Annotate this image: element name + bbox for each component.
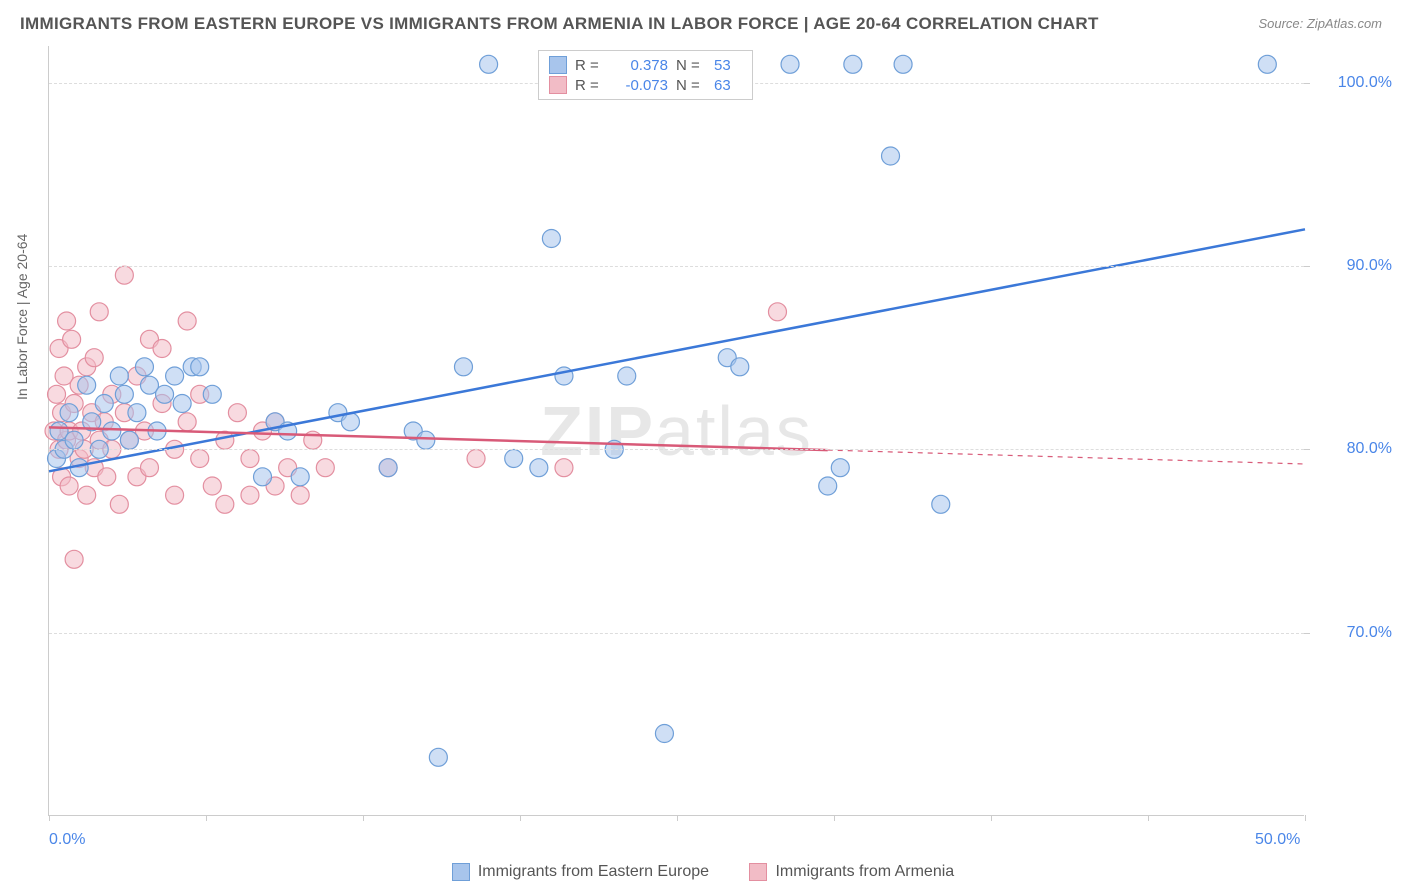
swatch-series-2 <box>549 76 567 94</box>
y-axis-label: In Labor Force | Age 20-64 <box>14 234 30 400</box>
swatch-series-1 <box>549 56 567 74</box>
plot-area: ZIPatlas 70.0%80.0%90.0%100.0%0.0%50.0% <box>48 46 1304 816</box>
chart-title: IMMIGRANTS FROM EASTERN EUROPE VS IMMIGR… <box>20 14 1099 34</box>
y-tick-label: 80.0% <box>1347 440 1392 458</box>
scatter-svg <box>49 46 1304 815</box>
stats-legend: R = 0.378 N = 53 R = -0.073 N = 63 <box>538 50 753 100</box>
series-legend: Immigrants from Eastern Europe Immigrant… <box>0 863 1406 886</box>
x-tick-label: 0.0% <box>49 831 85 849</box>
y-tick-label: 100.0% <box>1338 74 1392 92</box>
stats-row-series-2: R = -0.073 N = 63 <box>549 75 742 95</box>
x-tick-label: 50.0% <box>1255 831 1300 849</box>
legend-item-1: Immigrants from Eastern Europe <box>452 863 709 881</box>
swatch-series-1-icon <box>452 863 470 881</box>
source-attribution: Source: ZipAtlas.com <box>1258 16 1382 31</box>
stats-row-series-1: R = 0.378 N = 53 <box>549 55 742 75</box>
legend-item-2: Immigrants from Armenia <box>749 863 954 881</box>
swatch-series-2-icon <box>749 863 767 881</box>
y-tick-label: 70.0% <box>1347 624 1392 642</box>
y-tick-label: 90.0% <box>1347 257 1392 275</box>
